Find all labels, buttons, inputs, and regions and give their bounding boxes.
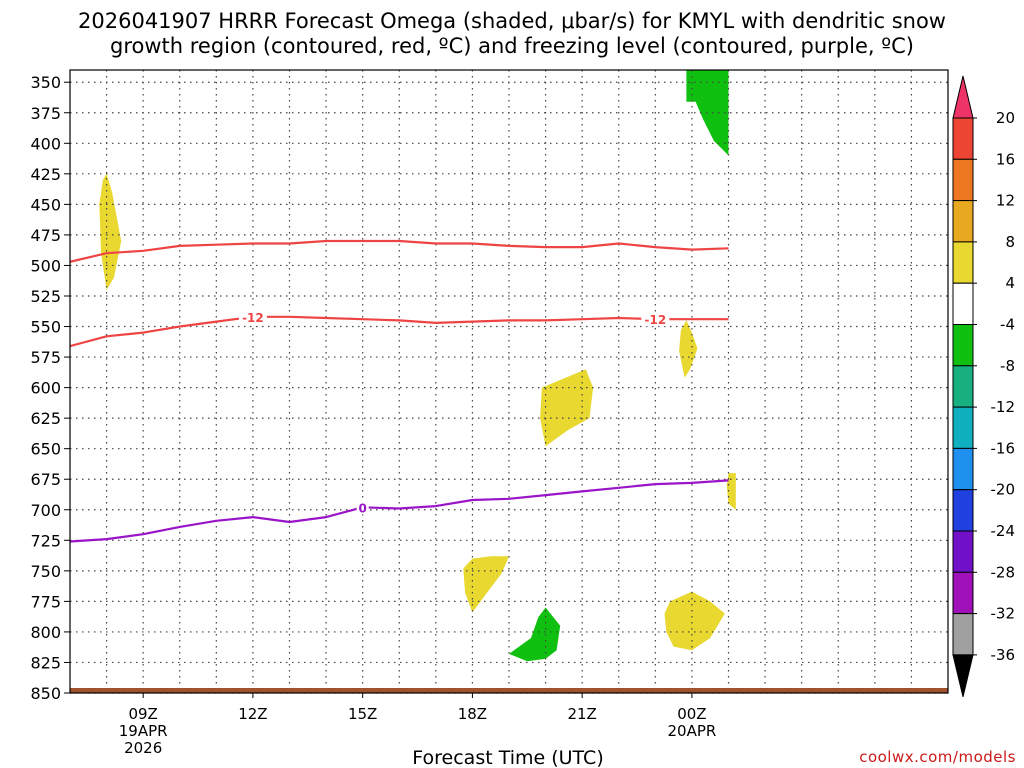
- ytick-label-550: 550: [30, 318, 61, 337]
- colorbar-band--12: [952, 406, 974, 449]
- omega-region-5: [726, 473, 736, 510]
- colorbar-label-16: 16: [996, 150, 1015, 168]
- colorbar-label--16: -16: [991, 439, 1016, 457]
- omega-region-4: [664, 591, 725, 651]
- colorbar-band--16: [952, 447, 974, 491]
- contour-label-bg-dendritic-bottom: [641, 312, 670, 327]
- colorbar-band--8: [952, 365, 974, 408]
- xtick-label-21: 21Z: [567, 705, 596, 723]
- credit-label: coolwx.com/models: [859, 748, 1016, 766]
- ytick-label-650: 650: [30, 440, 61, 459]
- colorbar-band--24: [952, 530, 974, 573]
- plot-border: [69, 69, 949, 694]
- colorbar-label--32: -32: [991, 605, 1016, 623]
- colorbar-band-4: [952, 282, 974, 326]
- plot-frame: [69, 69, 949, 694]
- contour-label-dendritic-bottom: -12: [242, 311, 264, 325]
- ytick-label-575: 575: [30, 348, 61, 367]
- ytick-label-800: 800: [30, 623, 61, 642]
- colorbar-label--36: -36: [991, 646, 1016, 664]
- ytick-label-725: 725: [30, 531, 61, 550]
- chart-title-line1: 2026041907 HRRR Forecast Omega (shaded, …: [78, 9, 946, 33]
- colorbar-label--12: -12: [991, 398, 1016, 416]
- chart-title-line2: growth region (contoured, red, ºC) and f…: [110, 34, 914, 58]
- colorbar-label--4: -4: [1000, 316, 1015, 334]
- colorbar-label--20: -20: [991, 481, 1016, 499]
- xtick-label-18: 18Z: [458, 705, 487, 723]
- colorbar-band-8: [952, 241, 974, 284]
- colorbar-bottom-arrow: [952, 654, 974, 698]
- ytick-label-500: 500: [30, 256, 61, 275]
- ytick-label-850: 850: [30, 684, 61, 703]
- grid-layer: [70, 70, 948, 694]
- xtick-date-24: 20APR: [668, 722, 717, 740]
- contour-layer: -12 -12 0: [70, 239, 729, 543]
- y-axis: 350 375 400 425 450 475 500 525 550 575 600 625 650 6…: [30, 73, 70, 703]
- colorbar-label-12: 12: [996, 192, 1015, 210]
- omega-shading-layer: [99, 70, 736, 662]
- terrain-layer: [70, 688, 948, 693]
- ytick-label-825: 825: [30, 653, 61, 672]
- colorbar-label-4: 4: [1005, 274, 1015, 292]
- colorbar-band-20: [952, 117, 974, 160]
- omega-region-1: [540, 369, 594, 447]
- ytick-label-675: 675: [30, 470, 61, 489]
- omega-region-6: [509, 607, 561, 662]
- colorbar-band-12: [952, 200, 974, 243]
- ytick-label-375: 375: [30, 104, 61, 123]
- colorbar-label--24: -24: [991, 522, 1016, 540]
- xtick-date-9: 19APR: [119, 722, 168, 740]
- colorbar-label-8: 8: [1005, 233, 1015, 251]
- omega-region-0: [99, 173, 122, 290]
- ytick-label-625: 625: [30, 409, 61, 428]
- colorbar: 20 16 12 8 4 -4 -8 -12 -16 -20 -24 -28 -32 -36: [952, 75, 1016, 698]
- omega-region-3: [463, 556, 509, 613]
- colorbar-top-arrow: [952, 75, 974, 119]
- ytick-label-450: 450: [30, 195, 61, 214]
- ytick-label-525: 525: [30, 287, 61, 306]
- ytick-label-425: 425: [30, 165, 61, 184]
- x-axis-title: Forecast Time (UTC): [412, 747, 603, 768]
- xtick-label-12: 12Z: [238, 705, 267, 723]
- contour-label-freezing-level: 0: [358, 501, 366, 515]
- ytick-label-775: 775: [30, 592, 61, 611]
- contour-freezing-level: [70, 479, 729, 543]
- colorbar-band--32: [952, 613, 974, 656]
- xtick-label-15: 15Z: [348, 705, 377, 723]
- contour-dendritic-top: [70, 239, 729, 263]
- colorbar-band--28: [952, 571, 974, 615]
- terrain-surface: [70, 688, 948, 693]
- contour-label-dendritic-bottom: -12: [644, 313, 666, 327]
- colorbar-band-16: [952, 158, 974, 202]
- xtick-label-9: 09Z: [128, 705, 157, 723]
- ytick-label-750: 750: [30, 562, 61, 581]
- contour-label-bg-freezing-level: [356, 500, 369, 515]
- colorbar-band--4: [952, 324, 974, 367]
- ytick-label-350: 350: [30, 73, 61, 92]
- colorbar-label--8: -8: [1000, 357, 1015, 375]
- colorbar-band--20: [952, 489, 974, 532]
- ytick-label-700: 700: [30, 501, 61, 520]
- ytick-label-600: 600: [30, 379, 61, 398]
- xtick-label-24: 00Z: [677, 705, 706, 723]
- colorbar-label-20: 20: [996, 109, 1015, 127]
- contour-label-bg-dendritic-bottom: [238, 309, 267, 324]
- contour-dendritic-bottom: [70, 315, 729, 348]
- ytick-label-400: 400: [30, 134, 61, 153]
- colorbar-label--28: -28: [991, 563, 1016, 581]
- ytick-label-475: 475: [30, 226, 61, 245]
- xtick-year-9: 2026: [124, 739, 162, 757]
- omega-region-2: [679, 320, 698, 378]
